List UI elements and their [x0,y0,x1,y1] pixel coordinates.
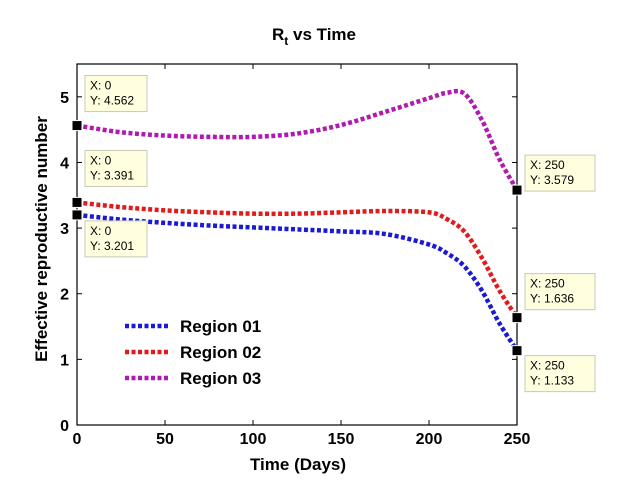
datatip-box [84,75,148,113]
datatip-y-label: Y: 3.201 [90,239,134,253]
y-tick-label: 5 [60,90,69,107]
y-tick-label: 0 [60,418,69,435]
x-axis-title: Time (Days) [250,455,346,474]
series-line-2 [76,200,519,319]
x-tick-label: 200 [416,431,443,448]
datatip-box [524,355,596,393]
x-tick-label: 100 [240,431,267,448]
x-tick-label: 250 [504,431,531,448]
plot-frame [76,63,518,426]
datatip-x-label: X: 0 [90,224,112,238]
chart-title-main: R [272,25,284,44]
y-tick-label: 1 [60,352,69,369]
legend-label-2: Region 02 [180,343,261,362]
datatip-x-label: X: 0 [90,79,112,93]
chart-title-rest: vs Time [288,25,356,44]
datatip-box [524,273,596,311]
legend-label-3: Region 03 [180,369,261,388]
datatip-y-label: Y: 1.636 [530,292,574,306]
datatip-marker [511,345,523,357]
datatip-marker [71,120,83,132]
series-line-3 [76,88,519,192]
datatip-marker [71,196,83,208]
datatip-box [84,149,148,187]
plot-area: 0 50 100 150 200 250 0 1 2 3 4 5 Region 01 Region 02 R… [60,63,596,448]
datatip-marker [511,184,523,196]
datatip-y-label: Y: 1.133 [530,374,574,388]
datatip-box [84,220,148,258]
chart-title-subscript: t [284,34,288,48]
datatip-x-label: X: 250 [530,359,565,373]
y-axis-title: Effective reproductive number [32,116,51,362]
datatip-y-label: Y: 3.391 [90,168,134,182]
x-tick-label: 50 [156,431,174,448]
datatip-marker [511,312,523,324]
datatip-y-label: Y: 4.562 [90,94,134,108]
datatip-x-label: X: 0 [90,153,112,167]
x-tick-label: 150 [328,431,355,448]
datatip-box [524,154,596,192]
y-tick-label: 3 [60,221,69,238]
datatip-x-label: X: 250 [530,158,565,172]
datatip-y-label: Y: 3.579 [530,173,574,187]
series-line-1 [76,212,519,352]
legend-label-1: Region 01 [180,317,261,336]
datatip-x-label: X: 250 [530,277,565,291]
datatip-marker [71,209,83,221]
y-tick-label: 2 [60,287,69,304]
y-tick-label: 4 [60,155,69,172]
x-tick-label: 0 [73,431,82,448]
chart-title: Rt vs Time [272,25,356,48]
